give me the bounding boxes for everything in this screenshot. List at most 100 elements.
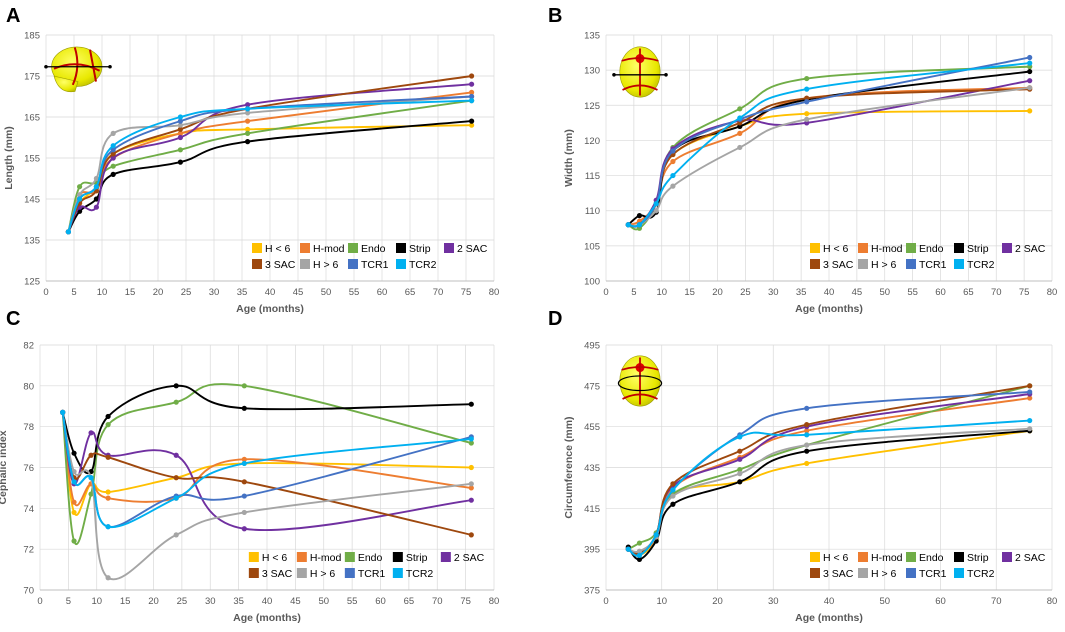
x-tick-label: 75 bbox=[460, 596, 471, 607]
legend-swatch bbox=[252, 259, 262, 269]
data-point bbox=[110, 147, 116, 153]
data-point bbox=[737, 448, 743, 454]
data-point bbox=[110, 171, 116, 177]
data-point bbox=[71, 499, 77, 505]
data-point bbox=[177, 134, 183, 141]
data-point bbox=[105, 575, 111, 581]
measure-point-marker bbox=[108, 64, 112, 69]
legend-swatch bbox=[300, 243, 310, 253]
data-point bbox=[636, 556, 643, 562]
panel-letter: B bbox=[548, 5, 562, 27]
x-tick-label: 45 bbox=[290, 596, 301, 607]
legend-label: 3 SAC bbox=[262, 568, 293, 580]
x-tick-label: 55 bbox=[347, 596, 358, 607]
legend-label: 2 SAC bbox=[1015, 243, 1046, 255]
data-point bbox=[670, 501, 676, 507]
legend-swatch bbox=[348, 259, 358, 269]
y-tick-label: 110 bbox=[585, 206, 600, 217]
x-tick-label: 0 bbox=[43, 287, 48, 298]
x-tick-label: 30 bbox=[768, 596, 779, 607]
x-tick-label: 80 bbox=[1047, 287, 1058, 298]
data-point bbox=[469, 81, 475, 87]
legend-swatch bbox=[252, 243, 262, 253]
data-point bbox=[245, 139, 251, 145]
x-tick-label: 45 bbox=[852, 287, 863, 298]
y-tick-label: 115 bbox=[585, 171, 600, 182]
legend: H < 6 H-mod Endo Strip 2 SAC 3 SAC H > 6 TCR1 TC… bbox=[248, 552, 485, 580]
legend-label: Strip bbox=[409, 243, 431, 255]
y-tick-label: 145 bbox=[24, 195, 40, 206]
data-point bbox=[245, 102, 251, 108]
legend-swatch bbox=[954, 259, 964, 269]
y-tick-label: 120 bbox=[584, 136, 600, 147]
data-point bbox=[173, 532, 179, 538]
data-point bbox=[105, 489, 111, 495]
data-point bbox=[1027, 426, 1033, 432]
x-tick-label: 65 bbox=[963, 287, 974, 298]
lambdoid-suture-line bbox=[622, 84, 658, 91]
data-point bbox=[105, 422, 111, 428]
x-tick-label: 20 bbox=[153, 287, 164, 298]
data-point bbox=[737, 471, 743, 477]
x-axis-title: Age (months) bbox=[795, 612, 863, 624]
legend-label: H-mod bbox=[310, 552, 342, 564]
panel-letter: A bbox=[6, 5, 20, 27]
data-point bbox=[177, 159, 183, 165]
data-point bbox=[1027, 417, 1033, 424]
y-tick-label: 375 bbox=[584, 586, 600, 597]
x-tick-label: 80 bbox=[1047, 596, 1058, 607]
x-tick-label: 15 bbox=[684, 287, 695, 298]
legend-swatch bbox=[810, 259, 820, 269]
legend-label: 3 SAC bbox=[823, 568, 854, 580]
data-point bbox=[636, 548, 643, 554]
y-tick-label: 455 bbox=[584, 422, 600, 433]
y-tick-label: 80 bbox=[23, 381, 34, 392]
y-axis-title: Cephalic index bbox=[0, 430, 9, 504]
chart-panel-a: A 0 5 10 15 20 25 30 35 40 45 50 55 60 65 70 75 80 125 135 1… bbox=[3, 5, 499, 315]
x-tick-label: 60 bbox=[935, 287, 946, 298]
x-tick-label: 65 bbox=[405, 287, 416, 298]
data-point bbox=[105, 495, 111, 501]
x-tick-label: 70 bbox=[432, 596, 443, 607]
data-point bbox=[245, 118, 251, 124]
legend-swatch bbox=[296, 552, 307, 562]
legend-swatch bbox=[906, 552, 916, 562]
data-point bbox=[468, 436, 474, 442]
skull-top-icon bbox=[612, 46, 668, 98]
data-point bbox=[468, 532, 474, 538]
data-point bbox=[173, 475, 179, 481]
y-axis-title: Length (mm) bbox=[3, 126, 15, 190]
skull-top-icon bbox=[617, 355, 663, 407]
legend-label: Strip bbox=[967, 243, 989, 255]
y-tick-label: 415 bbox=[584, 504, 600, 515]
data-point bbox=[177, 130, 183, 136]
legend-swatch bbox=[1002, 243, 1012, 253]
legend-label: H > 6 bbox=[310, 568, 336, 580]
data-point bbox=[468, 440, 474, 446]
legend-swatch bbox=[392, 568, 403, 578]
data-point bbox=[177, 118, 183, 124]
legend-label: TCR2 bbox=[409, 259, 437, 271]
x-axis-title: Age (months) bbox=[236, 303, 304, 315]
data-point bbox=[173, 399, 179, 405]
legend-swatch bbox=[300, 259, 310, 269]
x-tick-label: 50 bbox=[879, 596, 890, 607]
data-point bbox=[1027, 395, 1033, 401]
data-point bbox=[245, 106, 251, 112]
legend-swatch bbox=[248, 552, 259, 562]
legend-label: H-mod bbox=[313, 243, 345, 255]
data-point bbox=[625, 222, 631, 228]
data-point bbox=[71, 450, 77, 456]
legend-label: TCR2 bbox=[967, 568, 995, 580]
legend-label: H < 6 bbox=[823, 243, 849, 255]
data-point bbox=[177, 126, 183, 132]
legend-swatch bbox=[810, 243, 820, 253]
x-axis-title: Age (months) bbox=[795, 303, 863, 315]
legend-label: TCR1 bbox=[919, 568, 947, 580]
data-point bbox=[804, 422, 810, 428]
data-point bbox=[737, 144, 743, 151]
data-point bbox=[105, 524, 111, 530]
data-point bbox=[1027, 54, 1033, 61]
x-tick-label: 40 bbox=[262, 596, 273, 607]
data-point bbox=[93, 184, 99, 190]
